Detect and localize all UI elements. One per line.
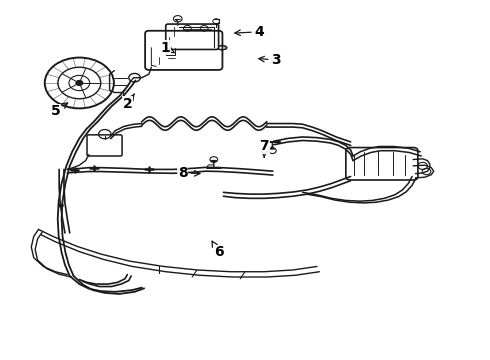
Text: 5: 5 (50, 103, 68, 118)
Circle shape (76, 80, 83, 86)
Text: 7: 7 (259, 139, 269, 157)
Text: 2: 2 (122, 94, 134, 111)
Text: 3: 3 (259, 53, 281, 67)
Text: 1: 1 (161, 41, 174, 55)
Text: 8: 8 (178, 166, 200, 180)
Text: 4: 4 (235, 25, 264, 39)
Text: 6: 6 (212, 241, 223, 259)
